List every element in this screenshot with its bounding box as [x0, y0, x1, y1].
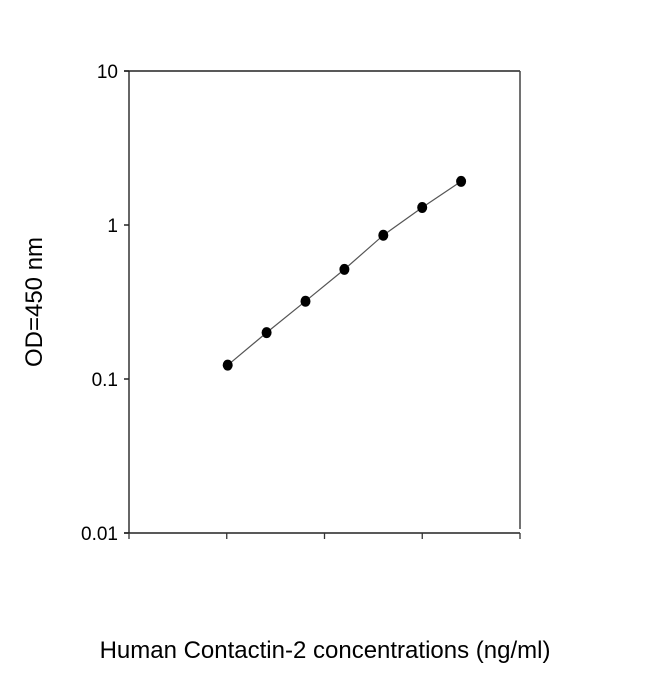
y-axis: 10 1 0.1 0.01 [81, 62, 129, 545]
data-series [222, 175, 467, 371]
y-tick-label: 10 [97, 62, 118, 83]
data-point [339, 263, 350, 275]
data-point [222, 359, 233, 371]
y-tick-label: 0.1 [92, 370, 118, 391]
data-point [261, 327, 272, 339]
y-tick-label: 0.01 [81, 524, 118, 545]
y-tick-label: 1 [107, 216, 118, 237]
plot-frame [124, 70, 521, 534]
x-axis [128, 533, 521, 539]
y-axis-title: OD=450 nm [21, 237, 48, 367]
data-point [456, 175, 467, 187]
data-point [378, 229, 389, 241]
data-point [300, 295, 311, 307]
x-axis-title: Human Contactin-2 concentrations (ng/ml) [100, 637, 551, 664]
data-point [417, 201, 428, 213]
